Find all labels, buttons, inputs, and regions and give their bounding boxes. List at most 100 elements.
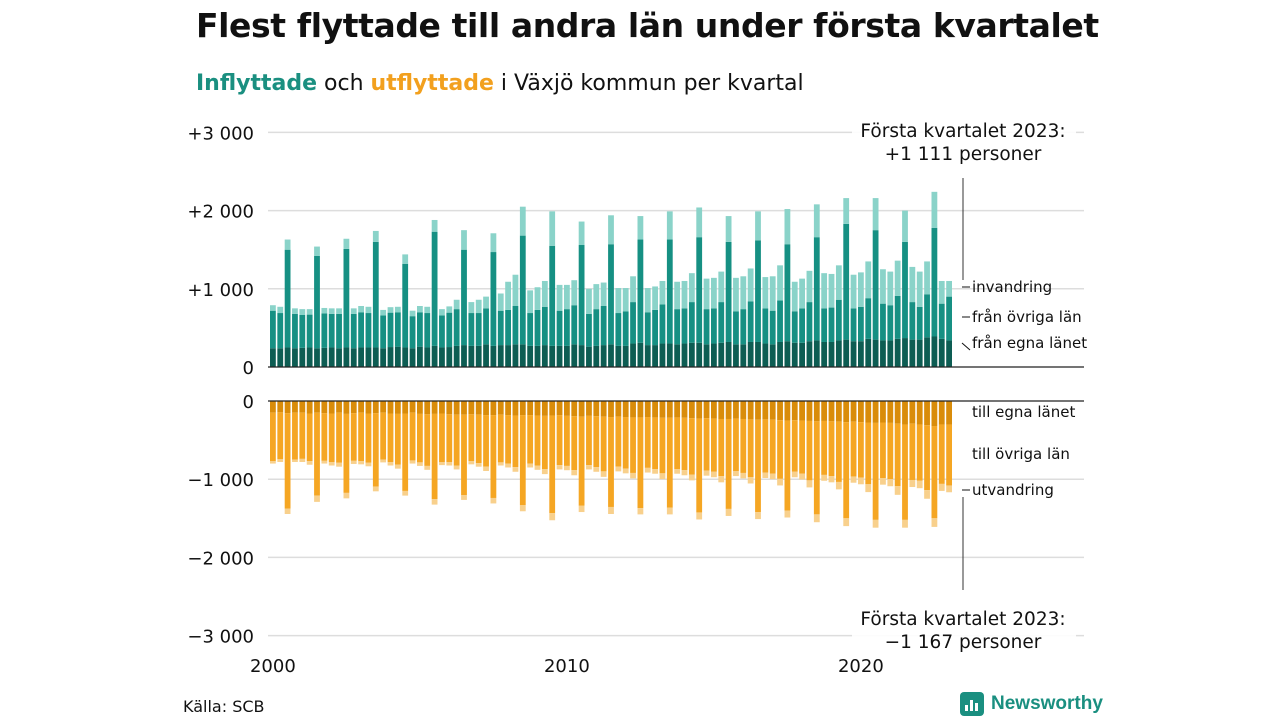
bar-out-1 bbox=[512, 415, 519, 468]
bar-in-1 bbox=[483, 308, 489, 345]
bar-out-2 bbox=[483, 466, 489, 471]
bar-out-1 bbox=[828, 421, 835, 477]
bar-in-1 bbox=[747, 301, 754, 342]
bar-in-1 bbox=[924, 294, 930, 338]
bar-out-1 bbox=[637, 417, 644, 509]
bar-in-2 bbox=[453, 299, 460, 310]
bar-in-2 bbox=[586, 288, 592, 314]
bar-in-0 bbox=[387, 347, 394, 367]
bar-out-1 bbox=[365, 413, 372, 463]
bar-out-0 bbox=[519, 401, 526, 416]
bar-in-1 bbox=[652, 309, 658, 346]
bar-in-1 bbox=[593, 309, 600, 346]
bar-out-1 bbox=[314, 412, 320, 496]
bar-in-0 bbox=[328, 347, 335, 367]
bar-in-0 bbox=[865, 338, 872, 367]
bar-out-1 bbox=[372, 413, 379, 487]
bar-out-0 bbox=[446, 401, 453, 415]
bar-out-0 bbox=[564, 401, 570, 416]
bar-out-1 bbox=[343, 413, 350, 493]
bar-in-2 bbox=[703, 278, 710, 310]
bar-out-1 bbox=[475, 414, 482, 464]
bar-in-1 bbox=[277, 313, 284, 349]
bar-in-2 bbox=[306, 309, 313, 315]
bar-out-1 bbox=[358, 412, 364, 462]
bar-in-0 bbox=[659, 343, 666, 367]
bar-in-2 bbox=[343, 238, 350, 249]
bar-in-0 bbox=[733, 344, 739, 367]
bar-out-2 bbox=[564, 465, 570, 471]
bar-out-1 bbox=[402, 413, 409, 491]
bar-in-1 bbox=[394, 312, 401, 347]
bar-in-2 bbox=[527, 290, 534, 314]
bar-in-0 bbox=[806, 341, 813, 367]
bar-in-2 bbox=[292, 308, 298, 314]
bar-in-2 bbox=[358, 306, 364, 313]
bar-in-1 bbox=[681, 308, 688, 344]
bar-out-0 bbox=[718, 401, 725, 419]
bar-out-0 bbox=[527, 401, 534, 416]
bar-in-0 bbox=[556, 345, 563, 367]
bar-out-0 bbox=[850, 401, 857, 422]
bar-in-1 bbox=[468, 313, 475, 346]
bar-in-1 bbox=[431, 231, 438, 346]
bar-in-0 bbox=[343, 347, 350, 367]
bar-out-1 bbox=[571, 416, 578, 471]
chart-title: Flest flyttade till andra län under förs… bbox=[196, 6, 1099, 45]
bar-in-2 bbox=[483, 296, 489, 309]
bar-in-2 bbox=[755, 211, 761, 241]
bar-in-2 bbox=[659, 280, 666, 305]
bar-in-2 bbox=[615, 288, 622, 314]
bar-out-0 bbox=[777, 401, 783, 421]
bar-out-2 bbox=[821, 474, 828, 481]
bar-in-1 bbox=[549, 245, 556, 346]
bar-in-2 bbox=[505, 281, 511, 310]
bar-in-1 bbox=[534, 309, 541, 346]
bar-out-0 bbox=[490, 401, 497, 416]
bar-out-2 bbox=[343, 492, 350, 499]
bar-out-1 bbox=[711, 418, 717, 472]
bar-out-2 bbox=[696, 512, 703, 520]
bar-out-2 bbox=[938, 483, 945, 491]
bar-out-0 bbox=[417, 401, 423, 414]
bar-in-2 bbox=[872, 198, 879, 231]
bar-out-2 bbox=[835, 481, 842, 490]
bar-in-2 bbox=[894, 260, 901, 296]
bar-out-2 bbox=[600, 471, 607, 477]
bar-out-1 bbox=[439, 413, 445, 462]
bar-in-1 bbox=[688, 302, 695, 343]
bar-out-1 bbox=[615, 416, 622, 467]
bar-in-0 bbox=[439, 347, 445, 367]
bar-out-1 bbox=[564, 415, 570, 466]
bar-out-2 bbox=[659, 473, 666, 480]
bar-out-2 bbox=[725, 508, 732, 516]
bar-in-1 bbox=[299, 314, 306, 348]
bar-in-2 bbox=[380, 309, 387, 316]
bar-in-2 bbox=[644, 288, 651, 313]
bar-out-2 bbox=[880, 478, 886, 485]
bar-out-1 bbox=[483, 415, 489, 467]
bar-out-1 bbox=[446, 414, 453, 462]
bar-in-0 bbox=[549, 345, 556, 367]
bar-in-1 bbox=[350, 313, 357, 349]
bar-in-1 bbox=[740, 309, 747, 345]
bar-in-0 bbox=[747, 341, 754, 367]
label-tick bbox=[961, 342, 971, 351]
bar-in-2 bbox=[880, 269, 886, 304]
bar-out-1 bbox=[755, 419, 761, 513]
bar-in-0 bbox=[674, 344, 681, 367]
bar-out-2 bbox=[424, 465, 431, 470]
bar-out-1 bbox=[622, 417, 629, 469]
bar-in-2 bbox=[299, 309, 306, 315]
bar-in-2 bbox=[821, 273, 828, 309]
bar-out-0 bbox=[593, 401, 600, 417]
bars bbox=[270, 191, 952, 528]
bar-in-1 bbox=[424, 313, 431, 348]
bar-out-0 bbox=[277, 401, 284, 413]
bar-out-2 bbox=[747, 477, 754, 484]
bar-in-1 bbox=[637, 239, 644, 343]
bar-out-2 bbox=[828, 476, 835, 483]
bar-in-1 bbox=[512, 306, 519, 345]
bar-out-2 bbox=[284, 508, 291, 514]
